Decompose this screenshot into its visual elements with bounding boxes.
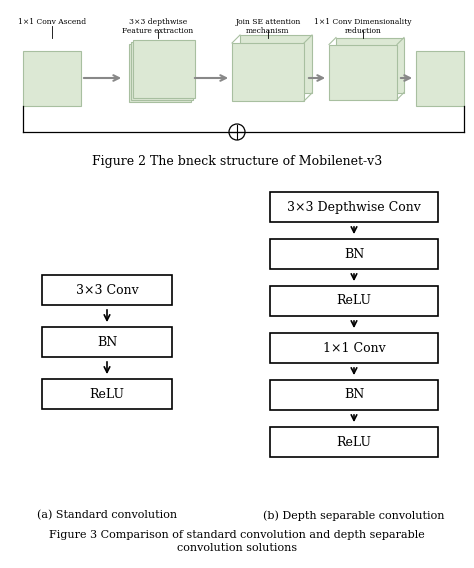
Bar: [23, 51, 81, 106]
Text: 3×3 Depthwise Conv: 3×3 Depthwise Conv: [287, 201, 421, 214]
Bar: [329, 44, 397, 99]
Text: BN: BN: [344, 248, 364, 261]
Text: convolution solutions: convolution solutions: [177, 543, 297, 553]
Text: 1×1 Conv: 1×1 Conv: [323, 341, 385, 354]
Text: Join SE attention
mechanism: Join SE attention mechanism: [235, 18, 301, 35]
Text: 1×1 Conv Ascend: 1×1 Conv Ascend: [18, 18, 86, 26]
Bar: [270, 192, 438, 222]
Bar: [42, 379, 172, 409]
Bar: [129, 44, 191, 102]
Bar: [270, 286, 438, 316]
Bar: [336, 37, 404, 93]
Bar: [42, 275, 172, 305]
Bar: [270, 333, 438, 363]
Text: BN: BN: [344, 389, 364, 402]
Bar: [270, 380, 438, 410]
Text: Figure 2 The bneck structure of Mobilenet-v3: Figure 2 The bneck structure of Mobilene…: [92, 155, 382, 168]
Text: Figure 3 Comparison of standard convolution and depth separable: Figure 3 Comparison of standard convolut…: [49, 530, 425, 540]
Bar: [131, 42, 193, 100]
Bar: [270, 427, 438, 457]
Text: BN: BN: [97, 336, 117, 349]
Text: (b) Depth separable convolution: (b) Depth separable convolution: [263, 510, 445, 520]
Bar: [232, 43, 304, 101]
Text: 3×3 Conv: 3×3 Conv: [76, 283, 138, 296]
Text: ReLU: ReLU: [90, 387, 125, 400]
Bar: [240, 35, 312, 93]
Text: (a) Standard convolution: (a) Standard convolution: [37, 510, 177, 520]
Bar: [270, 239, 438, 269]
Bar: [133, 40, 195, 98]
Bar: [42, 327, 172, 357]
Text: ReLU: ReLU: [337, 436, 372, 449]
Bar: [416, 51, 464, 106]
Text: ReLU: ReLU: [337, 294, 372, 307]
Text: 3×3 depthwise
Feature extraction: 3×3 depthwise Feature extraction: [122, 18, 193, 35]
Text: 1×1 Conv Dimensionality
reduction: 1×1 Conv Dimensionality reduction: [314, 18, 412, 35]
